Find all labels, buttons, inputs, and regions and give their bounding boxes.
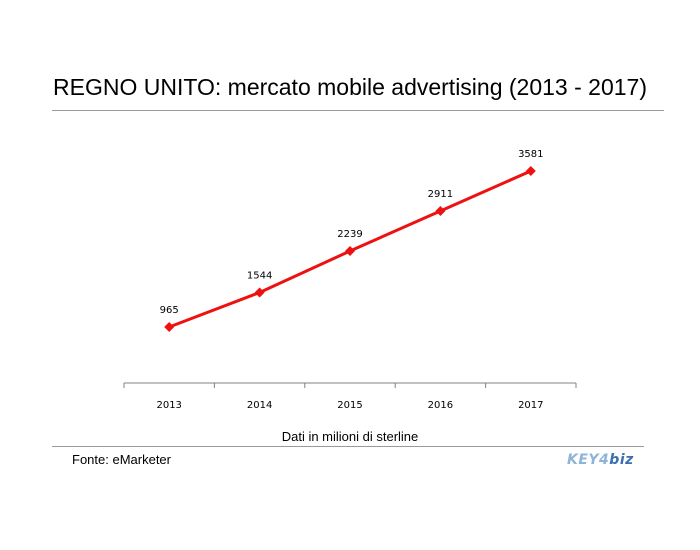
data-label-2014: 1544	[247, 270, 272, 281]
top-divider	[52, 110, 664, 111]
data-label-group: 965 1544 2239 2911 3581	[160, 149, 544, 316]
marker-group	[164, 166, 536, 332]
logo-part-key: KEY4	[567, 452, 610, 468]
x-tick-label-2016: 2016	[428, 400, 453, 411]
data-point-2015	[345, 246, 355, 257]
bottom-divider	[52, 446, 644, 447]
x-axis: 2013 2014 2015 2016 2017	[123, 382, 577, 411]
data-label-2017: 3581	[518, 149, 543, 160]
logo-part-biz: biz	[609, 452, 634, 468]
x-tick-label-2015: 2015	[337, 400, 362, 411]
x-tick-label-2013: 2013	[156, 400, 181, 411]
data-point-2016	[435, 205, 446, 216]
source-note: Fonte: eMarketer	[72, 452, 171, 467]
key4biz-logo: KEY4biz	[567, 452, 634, 468]
x-axis-title: Dati in milioni di sterline	[281, 429, 419, 444]
x-tick-label-2014: 2014	[247, 400, 272, 411]
data-point-2014	[254, 287, 265, 298]
data-label-2016: 2911	[428, 189, 453, 200]
x-tick-label-2017: 2017	[518, 400, 543, 411]
data-point-2013	[164, 322, 175, 332]
data-label-2015: 2239	[337, 229, 362, 240]
chart-title: REGNO UNITO: mercato mobile advertising …	[53, 74, 647, 100]
data-label-2013: 965	[160, 305, 179, 316]
data-point-2017	[525, 166, 536, 176]
